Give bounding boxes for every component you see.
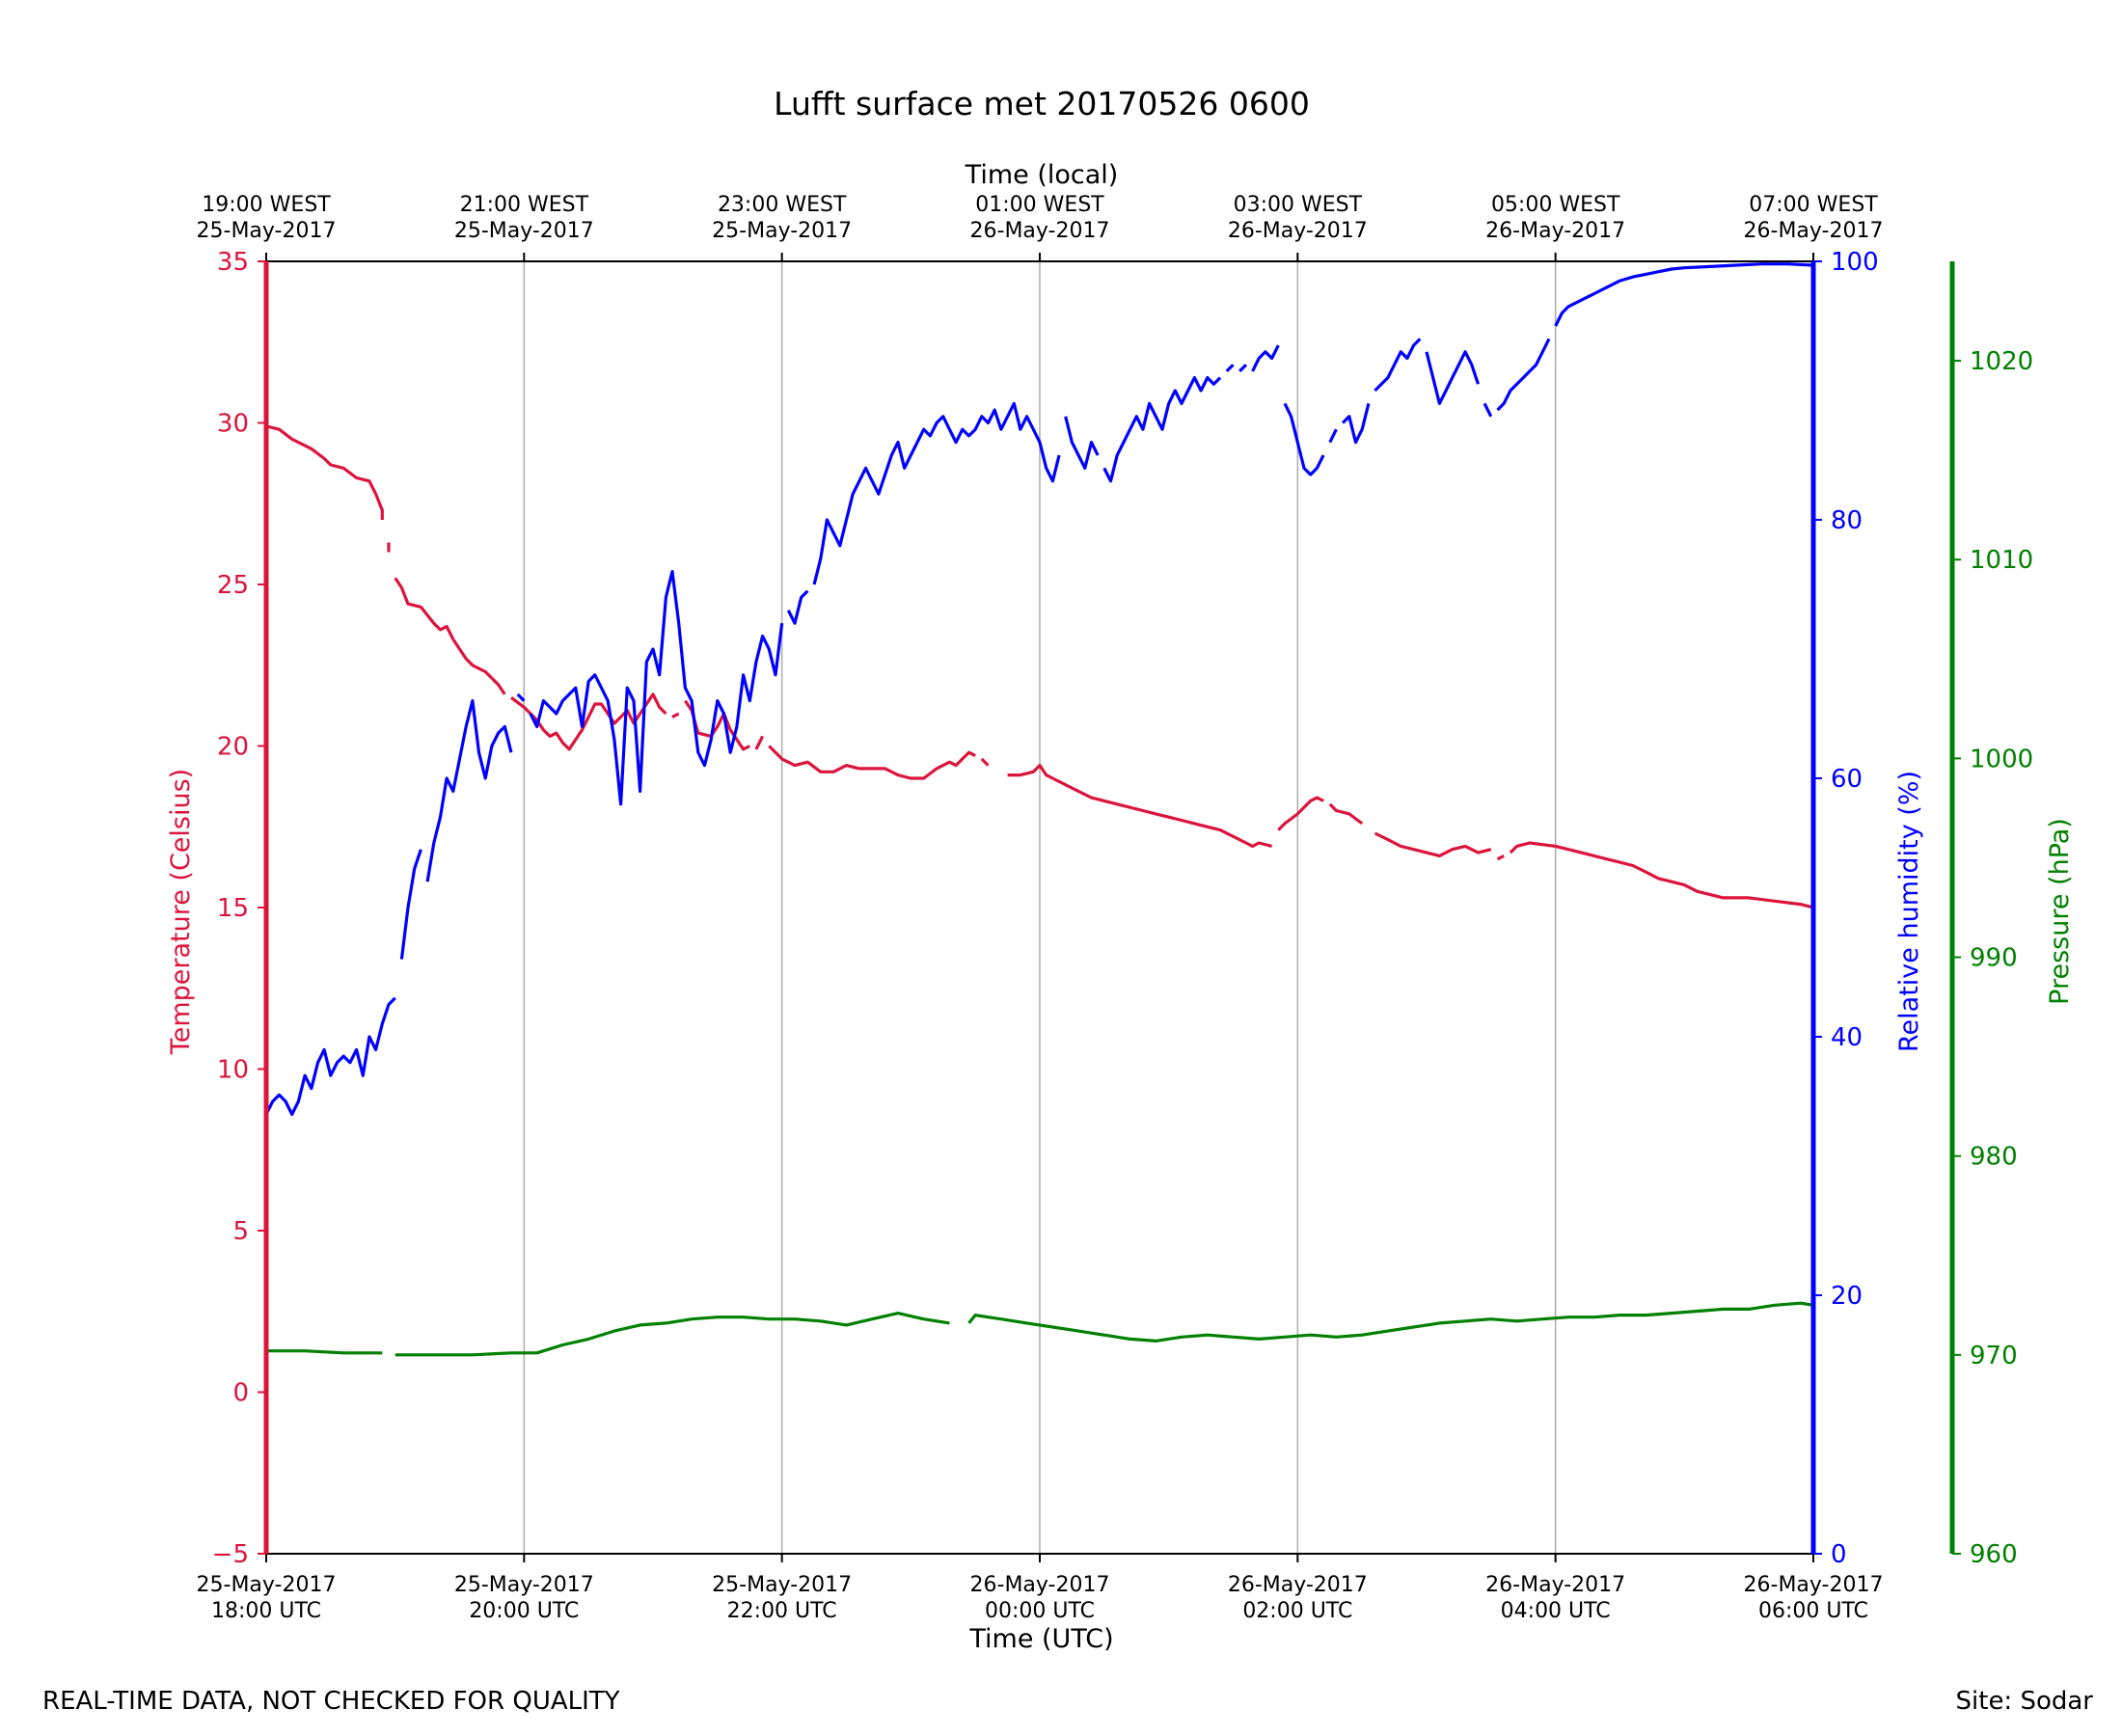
temperature-series-line [980,757,990,767]
humidity-series-line [1064,416,1100,470]
pressure-tick-label: 980 [1970,1143,2018,1172]
x-tick-label-bottom: 22:00 UTC [727,1599,837,1623]
x-tick-label-top: 25-May-2017 [712,219,852,243]
humidity-series-line [1554,262,1813,327]
temperature-series-line [1509,841,1813,909]
humidity-series-line [1225,364,1235,373]
x-tick-label-bottom: 20:00 UTC [469,1599,579,1623]
temperature-tick-label: 10 [217,1056,249,1085]
x-tick-label-bottom: 25-May-2017 [712,1573,852,1597]
humidity-tick-label: 0 [1831,1540,1847,1569]
temperature-axis-label: Temperature (Celsius) [166,769,196,1055]
temperature-series-line [1277,796,1324,831]
x-tick-label-top: 01:00 WEST [975,193,1104,217]
temperature-series-line [1374,831,1492,858]
temperature-tick-label: 20 [217,733,249,762]
humidity-series-line [786,589,809,625]
temperature-series-line [394,577,455,640]
humidity-series-line [266,996,396,1117]
pressure-series-line [266,1349,383,1355]
humidity-series-line [812,401,1061,585]
humidity-tick-label: 60 [1831,765,1863,794]
temperature-series-line [1496,854,1505,861]
x-tick-label-bottom: 02:00 UTC [1242,1599,1352,1623]
humidity-series-line [1238,364,1248,373]
temperature-series-line [671,712,680,719]
x-tick-label-top: 26-May-2017 [1744,219,1884,243]
humidity-series-line [1496,338,1551,412]
x-tick-label-top: 23:00 WEST [718,193,847,217]
humidity-axis-label: Relative humidity (%) [1894,771,1924,1052]
pressure-tick-label: 960 [1970,1540,2018,1569]
x-tick-label-top: 26-May-2017 [970,219,1110,243]
temperature-series-line [490,676,506,695]
temperature-tick-label: −5 [212,1540,249,1569]
x-tick-label-top: 05:00 WEST [1491,193,1620,217]
temperature-series-line [510,692,667,751]
x-tick-label-bottom: 26-May-2017 [1744,1573,1884,1597]
pressure-tick-label: 1010 [1970,546,2033,575]
humidity-series-line [1102,376,1222,483]
humidity-tick-label: 80 [1831,506,1863,535]
x-tick-label-top: 26-May-2017 [1228,219,1368,243]
humidity-tick-label: 20 [1831,1282,1863,1311]
humidity-series-line [1328,428,1338,444]
temperature-series-line [266,424,384,520]
temperature-series-line [451,638,494,680]
x-tick-label-bottom: 26-May-2017 [970,1573,1110,1597]
x-tick-label-top: 25-May-2017 [197,219,337,243]
humidity-series-line [1483,402,1493,418]
x-tick-label-bottom: 00:00 UTC [985,1599,1095,1623]
humidity-series-line [425,698,513,882]
x-tick-label-top: 07:00 WEST [1749,193,1878,217]
humidity-series-line [1425,350,1481,405]
temperature-tick-label: 35 [217,248,249,277]
humidity-series-line [399,849,422,960]
x-tick-label-bottom: 04:00 UTC [1501,1599,1611,1623]
temperature-tick-label: 25 [217,571,249,600]
temperature-series-line [754,735,765,750]
temperature-series-line [1328,802,1364,826]
humidity-series-line [1283,402,1325,476]
x-axis-bottom-label: Time (UTC) [968,1624,1113,1654]
humidity-tick-label: 100 [1831,248,1879,277]
x-tick-label-top: 03:00 WEST [1234,193,1363,217]
pressure-axis-label: Pressure (hPa) [2045,818,2075,1005]
temperature-tick-label: 0 [232,1379,249,1408]
pressure-tick-label: 1020 [1970,347,2033,376]
temperature-series-line [768,745,976,780]
humidity-tick-label: 40 [1831,1023,1863,1052]
pressure-tick-label: 1000 [1970,745,2033,773]
temperature-tick-label: 5 [232,1217,249,1246]
pressure-series-line [394,1311,950,1357]
temperature-series-line [1007,763,1272,849]
pressure-tick-label: 970 [1970,1342,2018,1370]
x-tick-label-bottom: 25-May-2017 [454,1573,594,1597]
humidity-series-line [1341,403,1371,445]
x-tick-label-bottom: 18:00 UTC [211,1599,321,1623]
pressure-series-line [967,1301,1813,1343]
humidity-series-line [1251,344,1280,372]
chart-title: Lufft surface met 20170526 0600 [774,85,1310,122]
humidity-series-line [516,692,526,702]
x-tick-label-top: 26-May-2017 [1485,219,1625,243]
x-tick-label-bottom: 25-May-2017 [197,1573,337,1597]
x-tick-label-top: 25-May-2017 [454,219,594,243]
x-tick-label-top: 19:00 WEST [202,193,331,217]
x-tick-label-top: 21:00 WEST [460,193,589,217]
pressure-tick-label: 990 [1970,944,2018,973]
temperature-tick-label: 30 [217,410,249,439]
x-axis-top-label: Time (local) [965,160,1119,190]
humidity-series-line [1374,338,1422,393]
quality-disclaimer: REAL-TIME DATA, NOT CHECKED FOR QUALITY [42,1687,620,1716]
temperature-tick-label: 15 [217,894,249,923]
x-tick-label-bottom: 26-May-2017 [1228,1573,1368,1597]
x-tick-label-bottom: 26-May-2017 [1485,1573,1625,1597]
site-label: Site: Sodar [1955,1687,2093,1716]
humidity-series-line [529,569,784,806]
x-tick-label-bottom: 06:00 UTC [1758,1599,1868,1623]
